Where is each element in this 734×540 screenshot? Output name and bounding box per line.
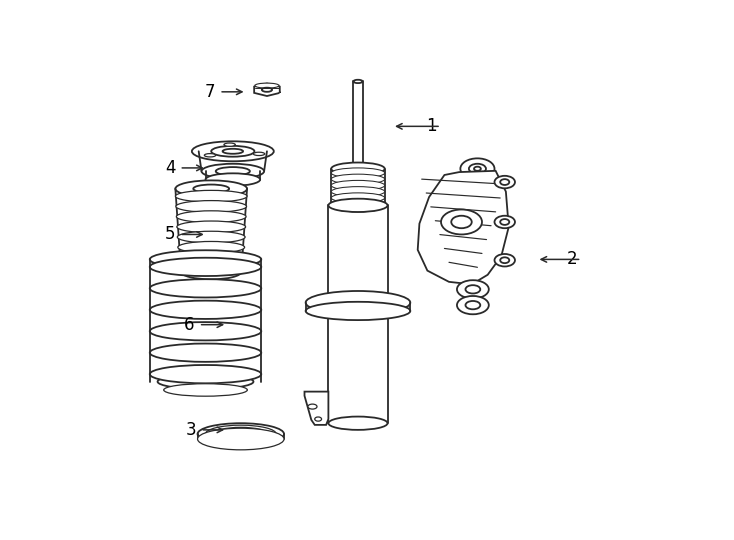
Text: 3: 3 [186, 421, 197, 439]
Ellipse shape [150, 365, 261, 383]
Ellipse shape [500, 219, 509, 225]
Ellipse shape [495, 176, 515, 188]
Ellipse shape [178, 231, 245, 243]
Ellipse shape [181, 265, 241, 279]
Ellipse shape [176, 200, 247, 212]
Ellipse shape [331, 168, 385, 178]
Polygon shape [254, 84, 280, 96]
Ellipse shape [328, 199, 388, 212]
Ellipse shape [331, 174, 385, 184]
Ellipse shape [328, 416, 388, 430]
Ellipse shape [255, 83, 279, 88]
Text: 6: 6 [184, 316, 195, 334]
Ellipse shape [495, 254, 515, 266]
Ellipse shape [305, 291, 410, 314]
Ellipse shape [441, 210, 482, 234]
Ellipse shape [500, 258, 509, 263]
Ellipse shape [150, 258, 261, 276]
Ellipse shape [331, 187, 385, 197]
Ellipse shape [204, 153, 216, 157]
Polygon shape [305, 392, 328, 425]
Text: 1: 1 [426, 117, 437, 136]
Ellipse shape [197, 428, 284, 450]
Ellipse shape [175, 180, 247, 197]
Text: 7: 7 [205, 83, 215, 101]
Ellipse shape [315, 417, 321, 421]
Ellipse shape [206, 173, 260, 186]
Ellipse shape [150, 322, 261, 340]
Ellipse shape [216, 167, 250, 176]
Ellipse shape [176, 211, 246, 222]
Ellipse shape [469, 164, 486, 174]
Ellipse shape [253, 152, 265, 156]
Polygon shape [418, 171, 509, 285]
Ellipse shape [178, 241, 244, 253]
Ellipse shape [465, 301, 480, 309]
Ellipse shape [192, 141, 274, 161]
Ellipse shape [202, 164, 264, 179]
Ellipse shape [164, 384, 247, 396]
Ellipse shape [331, 199, 385, 212]
Ellipse shape [262, 87, 272, 92]
Text: 5: 5 [165, 225, 175, 244]
Ellipse shape [457, 280, 489, 299]
Ellipse shape [331, 163, 385, 175]
Ellipse shape [451, 216, 472, 228]
Ellipse shape [211, 146, 255, 157]
Ellipse shape [193, 185, 229, 193]
Ellipse shape [354, 167, 363, 171]
Ellipse shape [331, 193, 385, 203]
Ellipse shape [331, 180, 385, 191]
Text: 2: 2 [567, 251, 578, 268]
Ellipse shape [179, 262, 244, 274]
Ellipse shape [158, 374, 253, 389]
Ellipse shape [150, 343, 261, 362]
Ellipse shape [178, 252, 244, 264]
Ellipse shape [197, 423, 284, 445]
Ellipse shape [354, 80, 363, 83]
Ellipse shape [457, 296, 489, 314]
Ellipse shape [460, 158, 495, 179]
Ellipse shape [495, 216, 515, 228]
Ellipse shape [222, 149, 243, 154]
Ellipse shape [305, 302, 410, 320]
Ellipse shape [175, 191, 247, 202]
Ellipse shape [500, 179, 509, 185]
Ellipse shape [150, 301, 261, 319]
Text: 4: 4 [165, 159, 175, 177]
Ellipse shape [150, 250, 261, 268]
Ellipse shape [177, 221, 246, 233]
Ellipse shape [465, 285, 480, 294]
Ellipse shape [474, 167, 481, 171]
Ellipse shape [308, 404, 317, 409]
Ellipse shape [150, 279, 261, 298]
Ellipse shape [224, 143, 236, 146]
